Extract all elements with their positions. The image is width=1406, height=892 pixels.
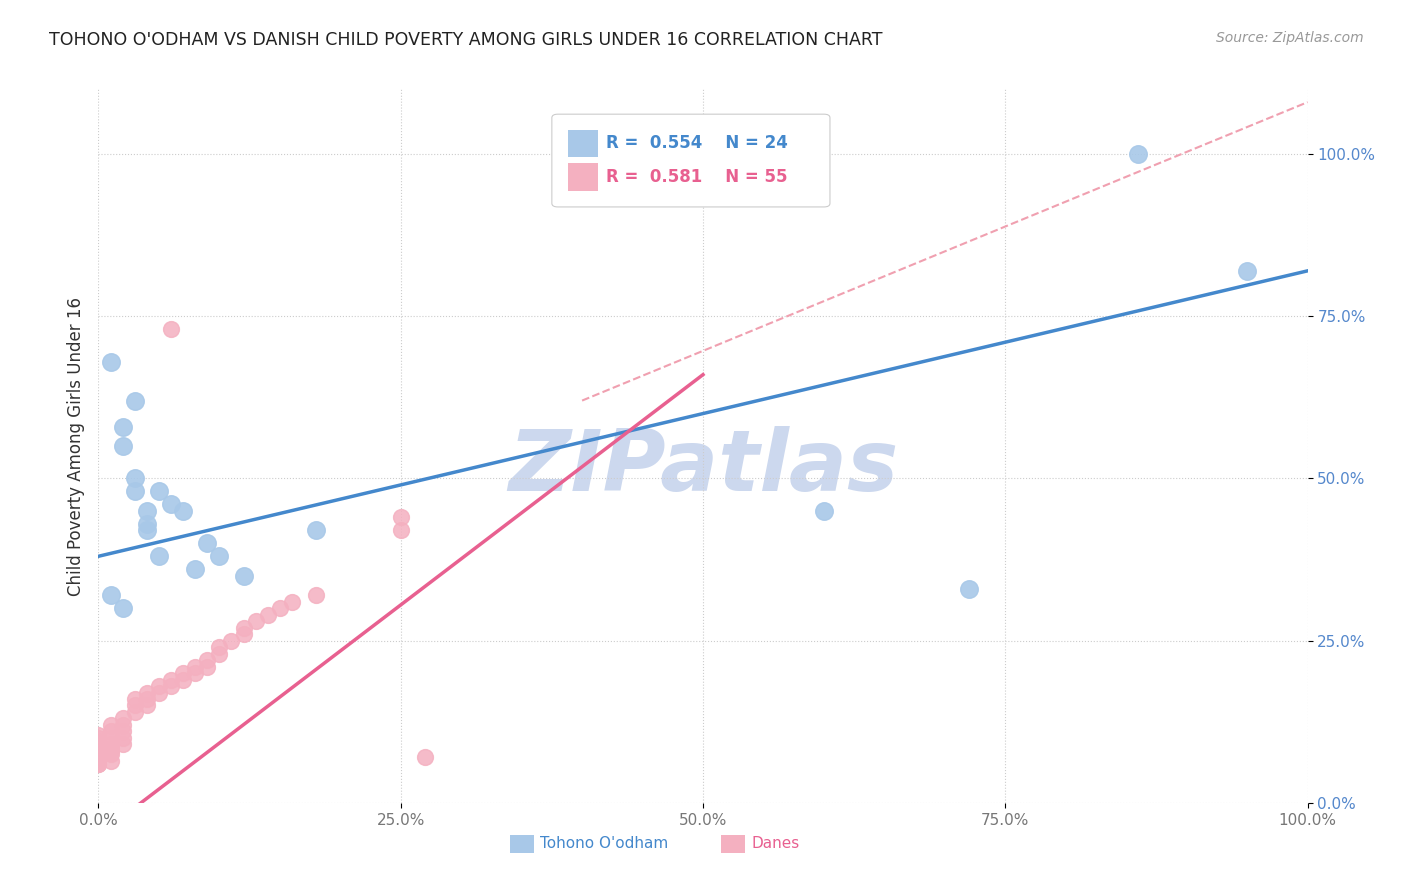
Point — [1128, 147, 1150, 161]
Point — [100, 588, 122, 602]
Point — [124, 692, 146, 706]
Point — [135, 524, 157, 538]
Point — [111, 724, 134, 739]
Point — [111, 419, 134, 434]
Point — [135, 504, 157, 518]
Point — [232, 568, 254, 582]
Point — [245, 614, 267, 628]
Bar — [568, 130, 598, 157]
Point — [135, 685, 157, 699]
Point — [148, 679, 170, 693]
Point — [389, 524, 412, 538]
Point — [124, 484, 146, 499]
Text: ZIPatlas: ZIPatlas — [508, 425, 898, 509]
Point — [221, 633, 243, 648]
Text: Source: ZipAtlas.com: Source: ZipAtlas.com — [1216, 31, 1364, 45]
Point — [111, 711, 134, 725]
Point — [124, 393, 146, 408]
Bar — [509, 835, 534, 853]
Point — [111, 439, 134, 453]
Point — [87, 731, 110, 745]
Point — [269, 601, 291, 615]
Point — [184, 562, 207, 576]
Point — [124, 705, 146, 719]
Point — [87, 756, 110, 771]
Point — [87, 756, 110, 771]
Point — [87, 728, 110, 742]
Point — [100, 724, 122, 739]
Text: TOHONO O'ODHAM VS DANISH CHILD POVERTY AMONG GIRLS UNDER 16 CORRELATION CHART: TOHONO O'ODHAM VS DANISH CHILD POVERTY A… — [49, 31, 883, 49]
Point — [87, 744, 110, 758]
Text: Danes: Danes — [751, 836, 800, 851]
Point — [813, 504, 835, 518]
Point — [208, 640, 231, 654]
Point — [148, 685, 170, 699]
Point — [208, 549, 231, 564]
Point — [172, 666, 194, 681]
Point — [100, 754, 122, 768]
Point — [111, 718, 134, 732]
Point — [281, 595, 304, 609]
Point — [87, 750, 110, 764]
Point — [100, 740, 122, 755]
Point — [172, 504, 194, 518]
Point — [87, 750, 110, 764]
Point — [100, 738, 122, 752]
Point — [100, 747, 122, 761]
Point — [1236, 264, 1258, 278]
Point — [232, 621, 254, 635]
Point — [195, 659, 218, 673]
Point — [87, 756, 110, 771]
Point — [184, 666, 207, 681]
Point — [172, 673, 194, 687]
Point — [160, 679, 183, 693]
Point — [87, 734, 110, 748]
Point — [100, 731, 122, 745]
Point — [111, 731, 134, 745]
Point — [100, 718, 122, 732]
Point — [305, 588, 328, 602]
Point — [135, 692, 157, 706]
Point — [111, 601, 134, 615]
Point — [100, 744, 122, 758]
Point — [195, 536, 218, 550]
Point — [87, 738, 110, 752]
Point — [87, 740, 110, 755]
Point — [305, 524, 328, 538]
Bar — [721, 835, 745, 853]
Point — [148, 549, 170, 564]
Y-axis label: Child Poverty Among Girls Under 16: Child Poverty Among Girls Under 16 — [66, 296, 84, 596]
Point — [389, 510, 412, 524]
Point — [232, 627, 254, 641]
FancyBboxPatch shape — [551, 114, 830, 207]
Point — [160, 322, 183, 336]
Point — [160, 673, 183, 687]
Point — [184, 659, 207, 673]
Text: R =  0.581    N = 55: R = 0.581 N = 55 — [606, 168, 787, 186]
Point — [111, 738, 134, 752]
Point — [135, 516, 157, 531]
Point — [124, 471, 146, 485]
Point — [148, 484, 170, 499]
Point — [135, 698, 157, 713]
Point — [413, 750, 436, 764]
Point — [87, 754, 110, 768]
Point — [957, 582, 980, 596]
Bar — [568, 163, 598, 191]
Point — [124, 698, 146, 713]
Point — [100, 354, 122, 368]
Point — [256, 607, 278, 622]
Point — [195, 653, 218, 667]
Text: R =  0.554    N = 24: R = 0.554 N = 24 — [606, 135, 789, 153]
Point — [208, 647, 231, 661]
Text: Tohono O'odham: Tohono O'odham — [540, 836, 668, 851]
Point — [160, 497, 183, 511]
